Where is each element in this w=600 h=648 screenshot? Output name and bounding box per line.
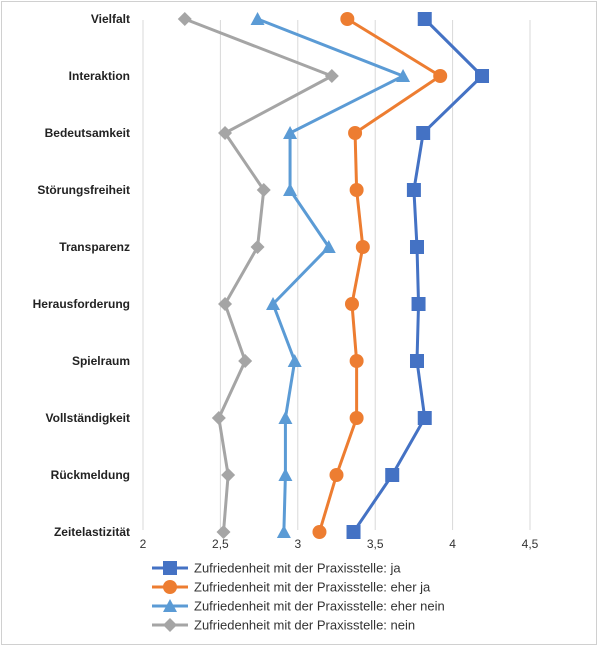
category-label-1: Interaktion [69, 69, 130, 83]
data-point-3-5 [218, 297, 233, 311]
data-point-3-8 [221, 468, 236, 482]
legend-item-1: Zufriedenheit mit der Praxisstelle: eher… [152, 580, 431, 595]
data-point-2-6 [287, 354, 302, 367]
series-3 [177, 12, 339, 539]
legend: Zufriedenheit mit der Praxisstelle: ja Zu… [152, 561, 445, 633]
data-point-3-0 [177, 12, 192, 26]
data-point-2-7 [278, 411, 293, 424]
legend-label-2: Zufriedenheit mit der Praxisstelle: eher… [194, 599, 445, 614]
category-label-2: Bedeutsamkeit [45, 126, 130, 140]
series-line-3 [184, 17, 334, 533]
category-label-0: Vielfalt [91, 12, 130, 26]
data-point-1-5 [344, 297, 359, 311]
data-point-3-7 [211, 411, 226, 425]
legend-marker-3 [163, 618, 177, 632]
legend-marker-1 [163, 580, 177, 594]
data-point-1-9 [312, 525, 327, 539]
category-label-7: Vollständigkeit [46, 411, 130, 425]
data-point-1-4 [355, 240, 370, 254]
category-label-8: Rückmeldung [51, 468, 130, 482]
data-point-0-8 [385, 468, 400, 482]
data-point-0-4 [409, 240, 424, 254]
series-1 [312, 12, 448, 539]
data-point-1-7 [349, 411, 364, 425]
category-label-9: Zeitelastizität [54, 525, 130, 539]
data-point-3-1 [324, 69, 339, 83]
legend-marker-0 [163, 561, 177, 575]
category-label-6: Spielraum [72, 354, 130, 368]
legend-item-0: Zufriedenheit mit der Praxisstelle: ja [152, 561, 401, 576]
legend-marker-2 [163, 599, 177, 612]
legend-item-3: Zufriedenheit mit der Praxisstelle: nein [152, 618, 415, 633]
category-labels: Vielfalt Interaktion Bedeutsamkeit Störungs… [33, 12, 130, 539]
data-point-3-9 [216, 525, 231, 539]
category-label-3: Störungsfreiheit [37, 183, 130, 197]
x-tick-label-5: 4,5 [522, 537, 539, 551]
x-tick-label-4: 4 [449, 537, 456, 551]
data-point-1-3 [349, 183, 364, 197]
category-label-5: Herausforderung [33, 297, 130, 311]
data-point-3-4 [250, 240, 265, 254]
data-point-2-8 [278, 468, 293, 481]
series-line-1 [318, 17, 442, 533]
data-point-0-3 [406, 183, 421, 197]
data-point-2-5 [266, 297, 281, 310]
series-0 [346, 12, 490, 539]
data-point-0-0 [417, 12, 432, 26]
legend-item-2: Zufriedenheit mit der Praxisstelle: eher… [152, 599, 445, 614]
data-point-2-4 [321, 240, 336, 253]
category-label-4: Transparenz [59, 240, 130, 254]
data-point-2-2 [283, 126, 298, 139]
x-tick-labels: 2 2,5 3 3,5 4 4,5 [140, 537, 539, 551]
x-tick-label-1: 2,5 [212, 537, 229, 551]
legend-label-3: Zufriedenheit mit der Praxisstelle: nein [194, 618, 415, 633]
data-point-1-6 [349, 354, 364, 368]
data-point-2-1 [396, 69, 411, 82]
data-point-3-2 [218, 126, 233, 140]
legend-label-1: Zufriedenheit mit der Praxisstelle: eher… [194, 580, 431, 595]
series-line-2 [257, 17, 405, 533]
data-point-2-0 [250, 12, 265, 25]
x-tick-label-2: 3 [294, 537, 301, 551]
gridlines [142, 20, 531, 530]
data-point-0-5 [411, 297, 426, 311]
data-point-0-9 [346, 525, 361, 539]
data-point-0-2 [416, 126, 431, 140]
data-point-0-1 [475, 69, 490, 83]
data-point-2-3 [283, 183, 298, 196]
data-point-1-0 [340, 12, 355, 26]
data-point-3-3 [256, 183, 271, 197]
series-line-0 [352, 17, 484, 533]
series-group [177, 12, 490, 539]
data-point-3-6 [238, 354, 253, 368]
data-point-2-9 [276, 525, 291, 538]
data-point-1-2 [348, 126, 363, 140]
data-point-1-8 [329, 468, 344, 482]
data-point-1-1 [433, 69, 448, 83]
x-tick-label-0: 2 [140, 537, 147, 551]
x-tick-label-3: 3,5 [367, 537, 384, 551]
data-point-0-7 [417, 411, 432, 425]
series-2 [250, 12, 411, 538]
data-point-0-6 [409, 354, 424, 368]
legend-label-0: Zufriedenheit mit der Praxisstelle: ja [194, 561, 401, 576]
